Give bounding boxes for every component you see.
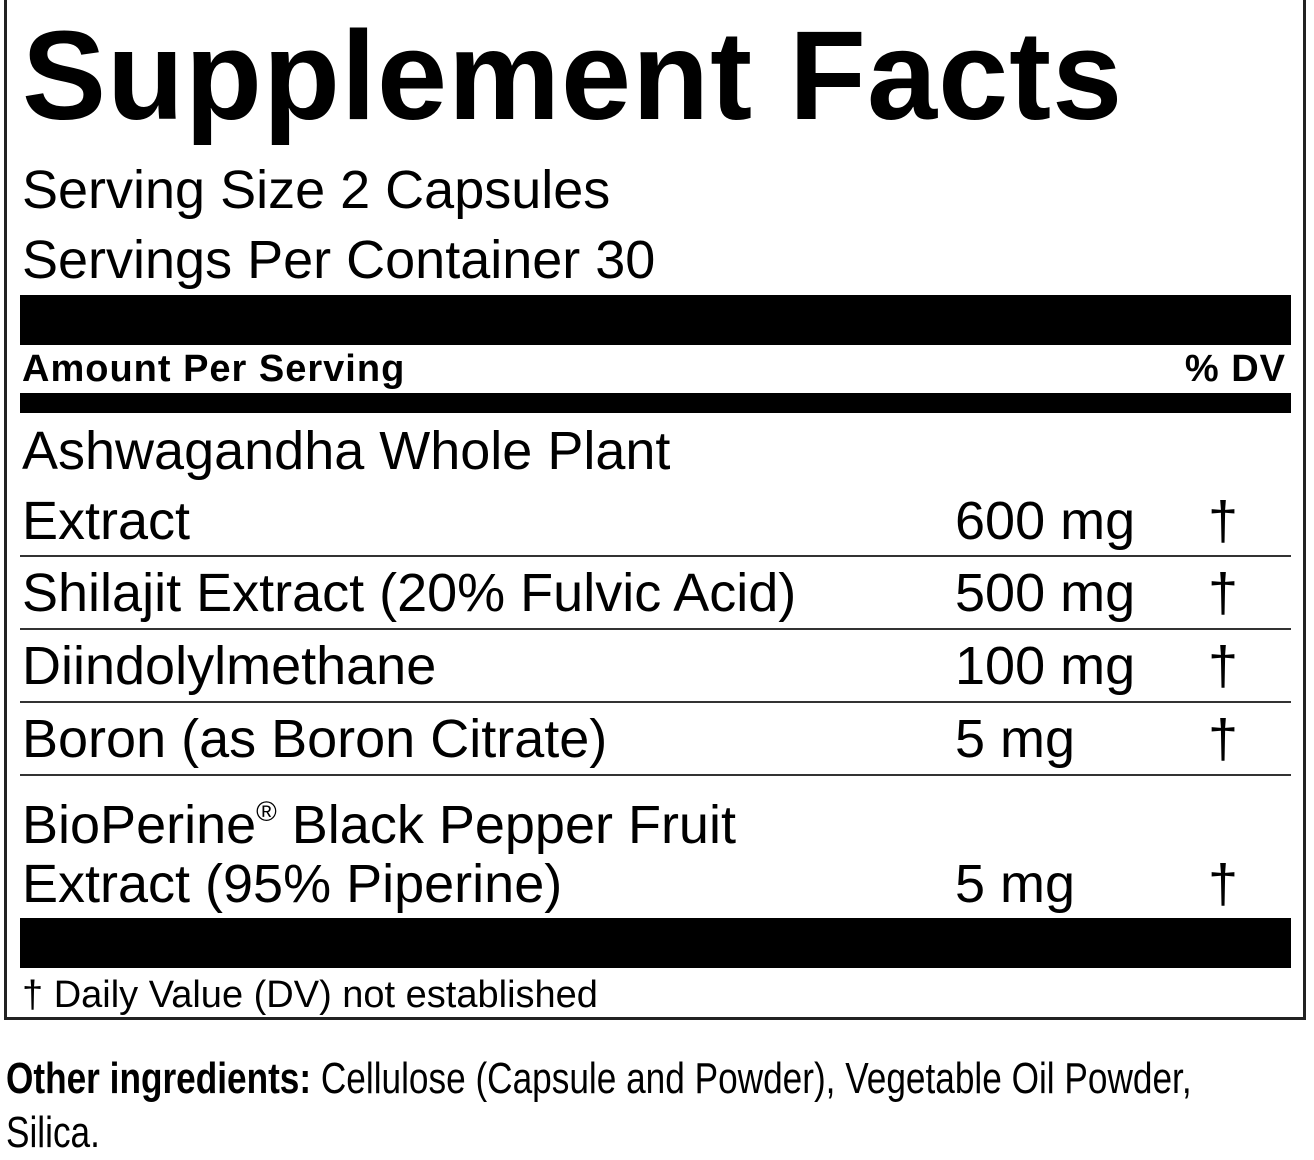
serving-size: Serving Size 2 Capsules xyxy=(22,160,611,220)
row-divider xyxy=(20,701,1291,703)
thick-divider xyxy=(20,295,1291,345)
panel-title: Supplement Facts xyxy=(22,5,1124,146)
other-ingredients: Other ingredients: Cellulose (Capsule an… xyxy=(6,1052,1192,1160)
ingredient-name: Ashwagandha Whole Plant xyxy=(22,421,671,481)
ingredient-name: BioPerine® Black Pepper Fruit xyxy=(22,777,736,860)
ingredient-amount: 100 mg xyxy=(955,636,1136,696)
ingredient-dv: † xyxy=(1208,709,1239,769)
row-divider xyxy=(20,628,1291,630)
row-divider xyxy=(20,774,1291,776)
ingredient-name-part: Black Pepper Fruit xyxy=(276,795,736,855)
registered-mark: ® xyxy=(256,796,277,827)
ingredient-dv: † xyxy=(1208,491,1239,551)
other-ingredients-text: Cellulose (Capsule and Powder), Vegetabl… xyxy=(311,1054,1192,1103)
amount-per-serving-header: Amount Per Serving xyxy=(22,348,406,390)
supplement-facts-panel xyxy=(4,0,1306,1020)
dv-header: % DV xyxy=(1184,348,1286,390)
ingredient-name: Shilajit Extract (20% Fulvic Acid) xyxy=(22,563,797,623)
row-divider xyxy=(20,555,1291,557)
medium-divider xyxy=(20,393,1291,413)
thick-divider xyxy=(20,918,1291,968)
ingredient-amount: 5 mg xyxy=(955,854,1076,914)
servings-per-container: Servings Per Container 30 xyxy=(22,230,656,290)
ingredient-dv: † xyxy=(1208,563,1239,623)
ingredient-amount: 5 mg xyxy=(955,709,1076,769)
ingredient-name: Extract (95% Piperine) xyxy=(22,854,563,914)
footnote: † Daily Value (DV) not established xyxy=(22,974,598,1016)
ingredient-dv: † xyxy=(1208,854,1239,914)
ingredient-name: Boron (as Boron Citrate) xyxy=(22,709,608,769)
ingredient-amount: 500 mg xyxy=(955,563,1136,623)
ingredient-dv: † xyxy=(1208,636,1239,696)
ingredient-amount: 600 mg xyxy=(955,491,1136,551)
ingredient-name: Extract xyxy=(22,491,191,551)
other-ingredients-label: Other ingredients: xyxy=(6,1054,312,1103)
other-ingredients-text: Silica. xyxy=(6,1108,100,1157)
ingredient-name-part: BioPerine xyxy=(22,795,257,855)
ingredient-name: Diindolylmethane xyxy=(22,636,437,696)
